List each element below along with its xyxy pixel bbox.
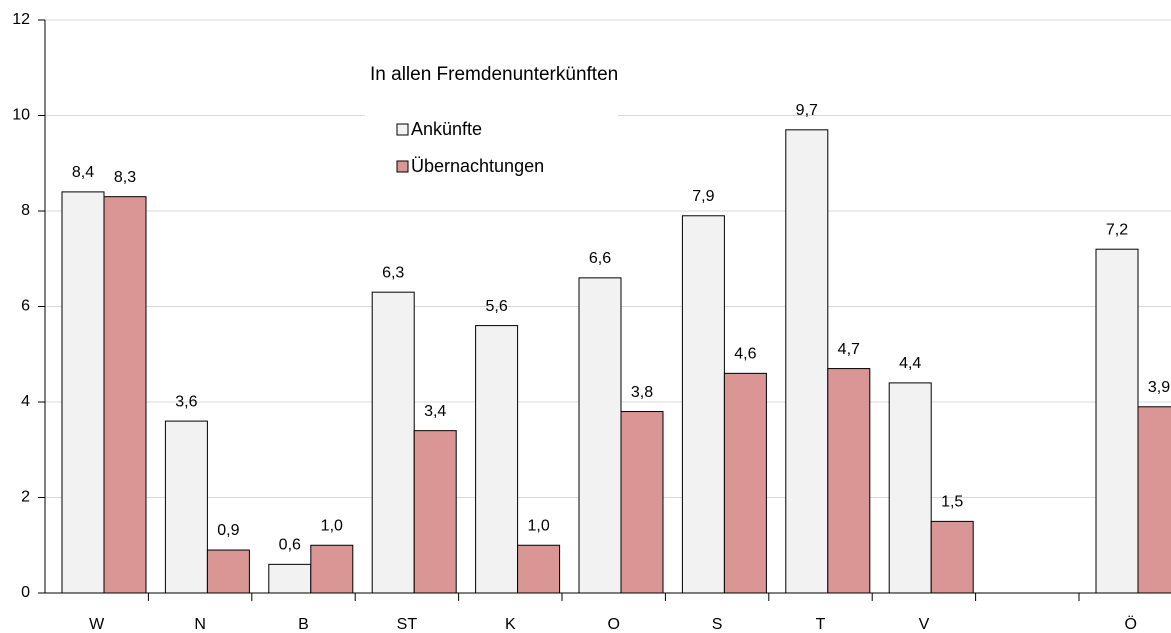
y-tick-label: 12 <box>12 11 30 28</box>
x-tick-label: Ö <box>1124 615 1136 633</box>
x-tick-label: N <box>194 616 206 633</box>
bar <box>578 277 622 594</box>
bar <box>310 544 354 594</box>
y-tick-label: 8 <box>21 202 30 219</box>
data-label: 4,7 <box>838 341 860 358</box>
bar <box>371 291 415 594</box>
data-label: 7,9 <box>692 188 714 205</box>
y-tick-label: 4 <box>21 393 30 410</box>
data-label: 4,6 <box>734 346 756 363</box>
bar <box>103 196 147 594</box>
bar <box>475 325 519 594</box>
bar <box>785 129 829 594</box>
bar <box>268 563 312 594</box>
x-tick-label: S <box>712 616 723 633</box>
x-tick-label: V <box>919 616 930 633</box>
bar <box>206 549 250 594</box>
data-label: 1,0 <box>321 517 343 534</box>
legend-swatch <box>396 160 409 173</box>
data-label: 3,4 <box>424 403 446 420</box>
bar <box>681 215 725 594</box>
x-tick-label: O <box>607 616 619 633</box>
x-tick-label: B <box>298 616 309 633</box>
data-label: 9,7 <box>796 102 818 119</box>
data-label: 1,5 <box>941 494 963 511</box>
data-label: 0,6 <box>279 537 301 554</box>
data-label: 1,0 <box>527 517 549 534</box>
legend-swatch <box>396 123 409 136</box>
y-tick-label: 10 <box>12 107 30 124</box>
legend-label: Übernachtungen <box>411 156 544 176</box>
y-tick-label: 0 <box>21 584 30 601</box>
x-tick-label: ST <box>397 616 418 633</box>
bar <box>1095 248 1139 594</box>
bar <box>930 520 974 594</box>
data-label: 8,3 <box>114 169 136 186</box>
data-label: 3,8 <box>631 384 653 401</box>
bar <box>413 430 457 594</box>
data-label: 3,6 <box>175 393 197 410</box>
legend-label: Ankünfte <box>411 119 482 139</box>
data-label: 3,9 <box>1148 379 1170 396</box>
bar <box>517 544 561 594</box>
data-label: 8,4 <box>72 164 94 181</box>
y-tick-label: 2 <box>21 489 30 506</box>
data-label: 6,6 <box>589 250 611 267</box>
chart-title: In allen Fremdenunterkünften <box>370 64 618 85</box>
y-tick-label: 6 <box>21 298 30 315</box>
bar <box>164 420 208 594</box>
x-tick-label: K <box>505 616 516 633</box>
data-label: 0,9 <box>217 522 239 539</box>
data-label: 7,2 <box>1106 221 1128 238</box>
x-tick-label: W <box>89 616 105 633</box>
bar <box>888 382 932 594</box>
bar <box>620 411 664 594</box>
bar <box>61 191 105 594</box>
data-label: 4,4 <box>899 355 921 372</box>
data-label: 6,3 <box>382 264 404 281</box>
data-label: 5,6 <box>485 298 507 315</box>
bar <box>827 368 871 594</box>
bar <box>723 372 767 594</box>
bar <box>1137 406 1171 594</box>
x-tick-label: T <box>816 616 826 633</box>
